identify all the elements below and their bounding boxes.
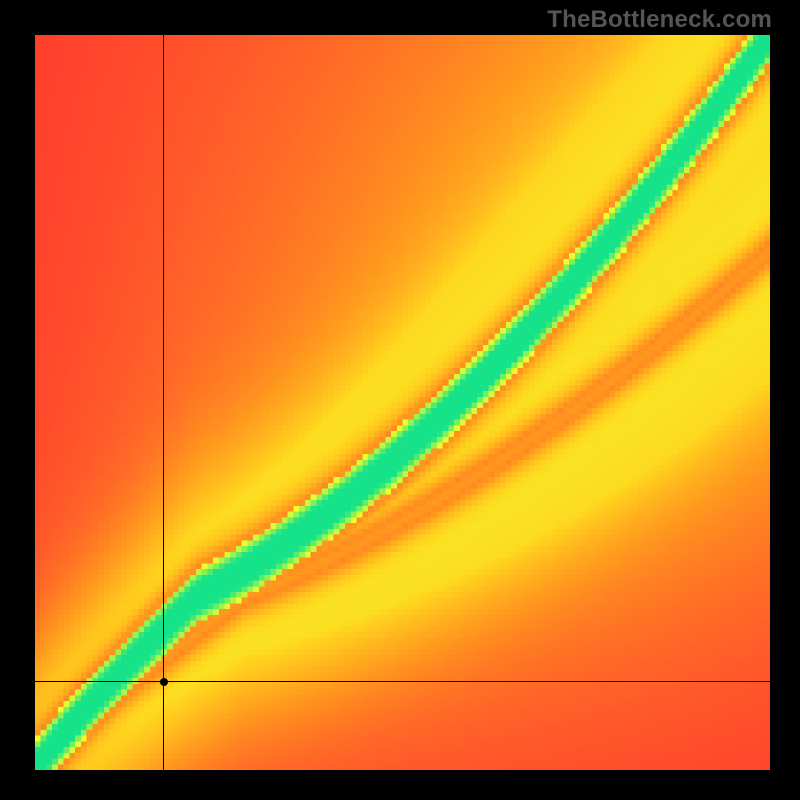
- watermark-text: TheBottleneck.com: [547, 6, 772, 34]
- chart-container: TheBottleneck.com: [0, 0, 800, 800]
- crosshair-horizontal: [35, 681, 770, 682]
- crosshair-vertical: [163, 35, 164, 770]
- crosshair-marker: [160, 678, 168, 686]
- heatmap-plot: [35, 35, 770, 770]
